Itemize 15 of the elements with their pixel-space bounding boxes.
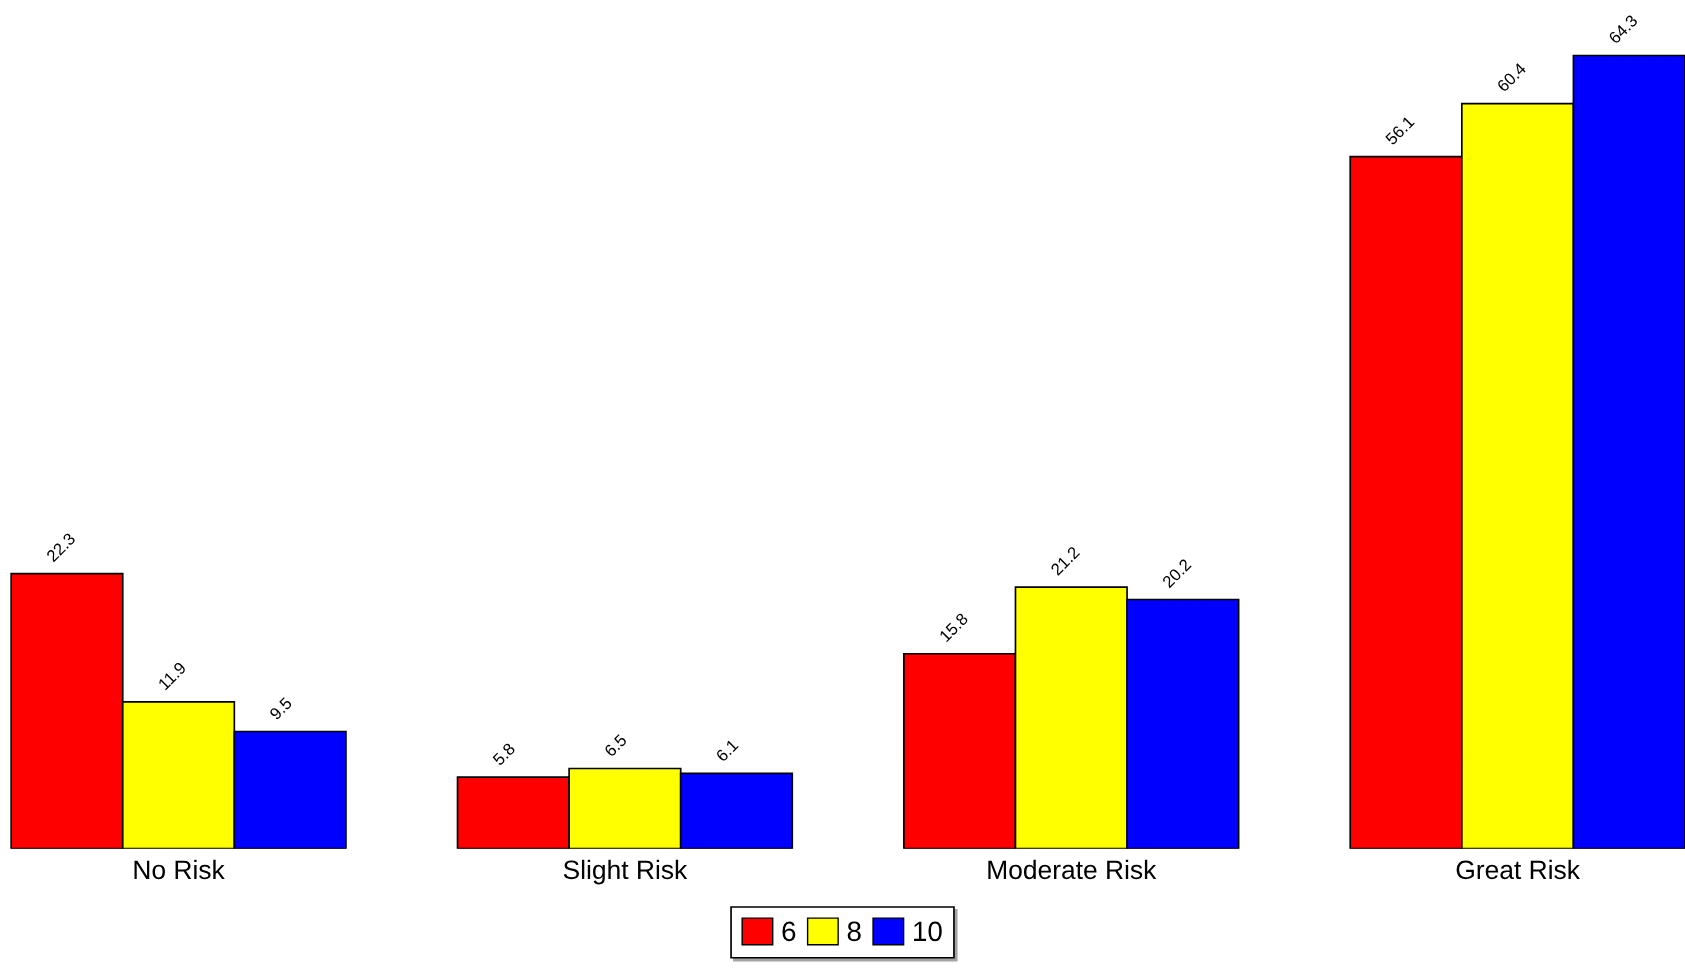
legend-label: 8 <box>847 921 861 942</box>
data-label: 56.1 <box>1384 115 1415 146</box>
data-label: 60.4 <box>1496 62 1527 93</box>
data-label: 6.5 <box>603 733 628 758</box>
x-tick-label: Moderate Risk <box>988 859 1157 880</box>
legend-label: 10 <box>914 921 942 942</box>
x-tick-label: No Risk <box>134 859 225 880</box>
x-tick-label: Slight Risk <box>563 859 688 885</box>
data-label: 11.9 <box>157 661 187 691</box>
x-tick-label: Great Risk <box>1456 859 1580 880</box>
data-label: 64.3 <box>1608 14 1639 45</box>
data-label: 6.1 <box>715 738 739 763</box>
data-label: 9.5 <box>268 696 293 721</box>
legend-label: 6 <box>782 921 796 942</box>
data-label: 5.8 <box>492 742 516 766</box>
